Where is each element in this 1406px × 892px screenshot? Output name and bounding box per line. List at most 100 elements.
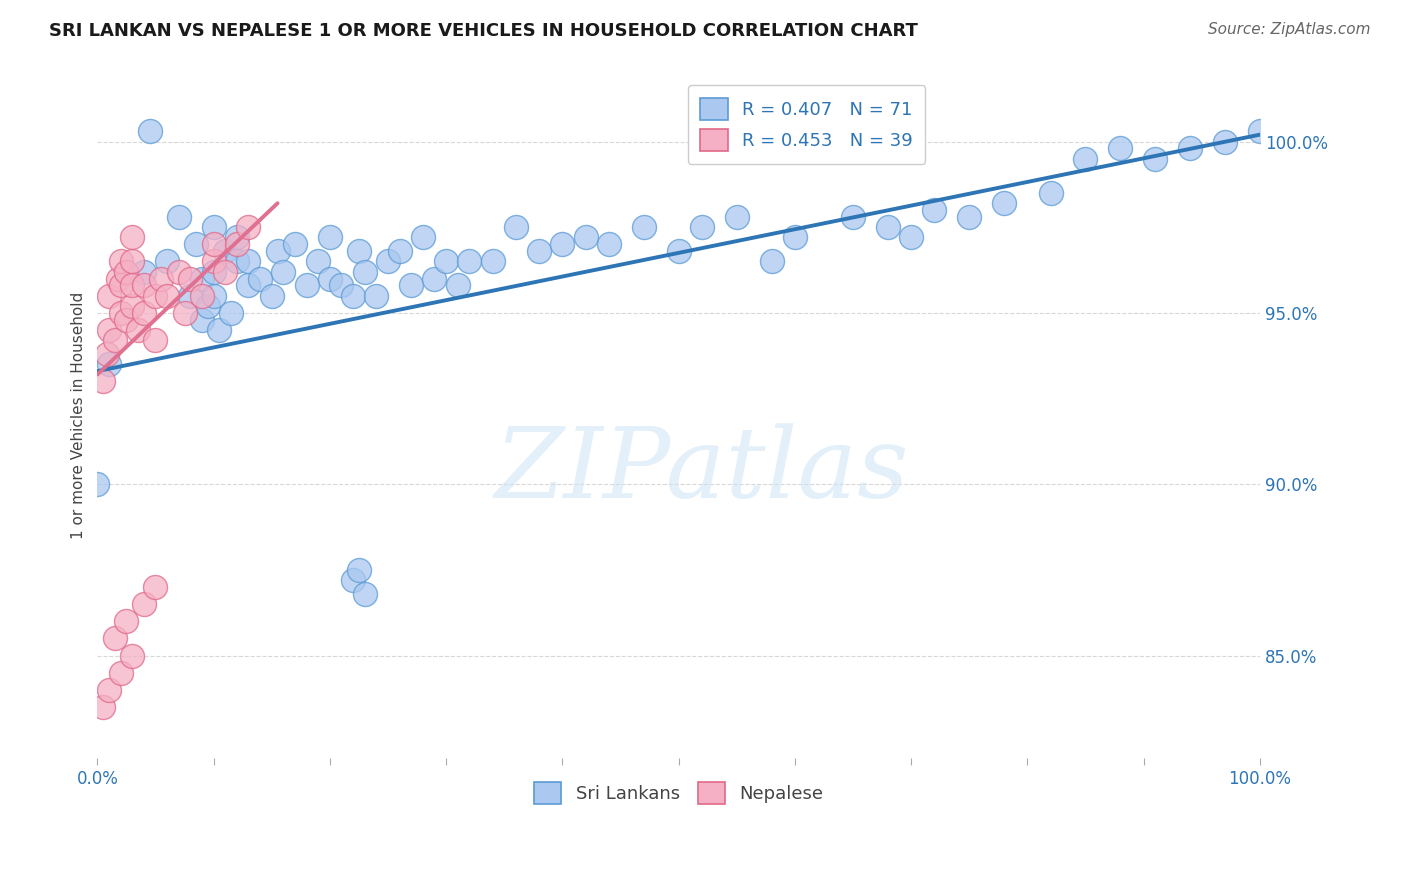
Point — [121, 648, 143, 663]
Point — [107, 271, 129, 285]
Point — [388, 244, 411, 259]
Point — [191, 271, 214, 285]
Point — [91, 375, 114, 389]
Point — [319, 271, 342, 285]
Point — [761, 254, 783, 268]
Point — [1249, 124, 1271, 138]
Point — [458, 254, 481, 268]
Point — [98, 357, 121, 371]
Y-axis label: 1 or more Vehicles in Household: 1 or more Vehicles in Household — [72, 292, 86, 540]
Point — [353, 265, 375, 279]
Point — [132, 278, 155, 293]
Point — [104, 333, 127, 347]
Point — [307, 254, 329, 268]
Point — [86, 477, 108, 491]
Point — [1178, 141, 1201, 155]
Point — [145, 580, 167, 594]
Point — [167, 265, 190, 279]
Point — [412, 230, 434, 244]
Point — [202, 220, 225, 235]
Point — [1109, 141, 1132, 155]
Point — [145, 289, 167, 303]
Point — [447, 278, 470, 293]
Point — [1074, 152, 1097, 166]
Point — [319, 230, 342, 244]
Point — [876, 220, 898, 235]
Point — [98, 289, 121, 303]
Point — [115, 312, 138, 326]
Point — [132, 306, 155, 320]
Point — [167, 210, 190, 224]
Text: Source: ZipAtlas.com: Source: ZipAtlas.com — [1208, 22, 1371, 37]
Point — [96, 347, 118, 361]
Point — [127, 323, 149, 337]
Point — [98, 323, 121, 337]
Point — [366, 289, 388, 303]
Point — [202, 254, 225, 268]
Point — [214, 265, 236, 279]
Legend: Sri Lankans, Nepalese: Sri Lankans, Nepalese — [523, 771, 834, 814]
Point — [347, 563, 370, 577]
Point — [110, 306, 132, 320]
Point — [273, 265, 295, 279]
Point — [342, 573, 364, 587]
Text: ZIPatlas: ZIPatlas — [495, 423, 910, 518]
Point — [993, 196, 1015, 211]
Point — [668, 244, 690, 259]
Point — [1213, 135, 1236, 149]
Point — [121, 299, 143, 313]
Point — [1039, 186, 1062, 200]
Point — [353, 587, 375, 601]
Point — [330, 278, 353, 293]
Point — [238, 278, 260, 293]
Point — [725, 210, 748, 224]
Point — [186, 237, 208, 252]
Point — [342, 289, 364, 303]
Point — [481, 254, 503, 268]
Point — [225, 254, 247, 268]
Point — [132, 597, 155, 611]
Point — [110, 278, 132, 293]
Point — [551, 237, 574, 252]
Point — [145, 333, 167, 347]
Point — [132, 265, 155, 279]
Point — [173, 306, 195, 320]
Point — [238, 254, 260, 268]
Point — [1144, 152, 1167, 166]
Point — [957, 210, 980, 224]
Point — [202, 289, 225, 303]
Point — [842, 210, 865, 224]
Point — [225, 230, 247, 244]
Point — [150, 271, 173, 285]
Point — [633, 220, 655, 235]
Point — [156, 289, 179, 303]
Point — [690, 220, 713, 235]
Point — [138, 124, 160, 138]
Point — [214, 244, 236, 259]
Point — [924, 202, 946, 217]
Point — [179, 289, 201, 303]
Point — [219, 306, 242, 320]
Point — [208, 323, 231, 337]
Point — [575, 230, 598, 244]
Point — [295, 278, 318, 293]
Point — [197, 299, 219, 313]
Point — [527, 244, 550, 259]
Point — [191, 289, 214, 303]
Point — [91, 700, 114, 714]
Point — [115, 614, 138, 628]
Point — [98, 682, 121, 697]
Point — [260, 289, 283, 303]
Point — [110, 665, 132, 680]
Point — [399, 278, 422, 293]
Point — [121, 230, 143, 244]
Point — [434, 254, 457, 268]
Point — [598, 237, 620, 252]
Point — [783, 230, 806, 244]
Point — [202, 237, 225, 252]
Point — [266, 244, 288, 259]
Point — [104, 632, 127, 646]
Point — [191, 312, 214, 326]
Point — [115, 265, 138, 279]
Point — [156, 254, 179, 268]
